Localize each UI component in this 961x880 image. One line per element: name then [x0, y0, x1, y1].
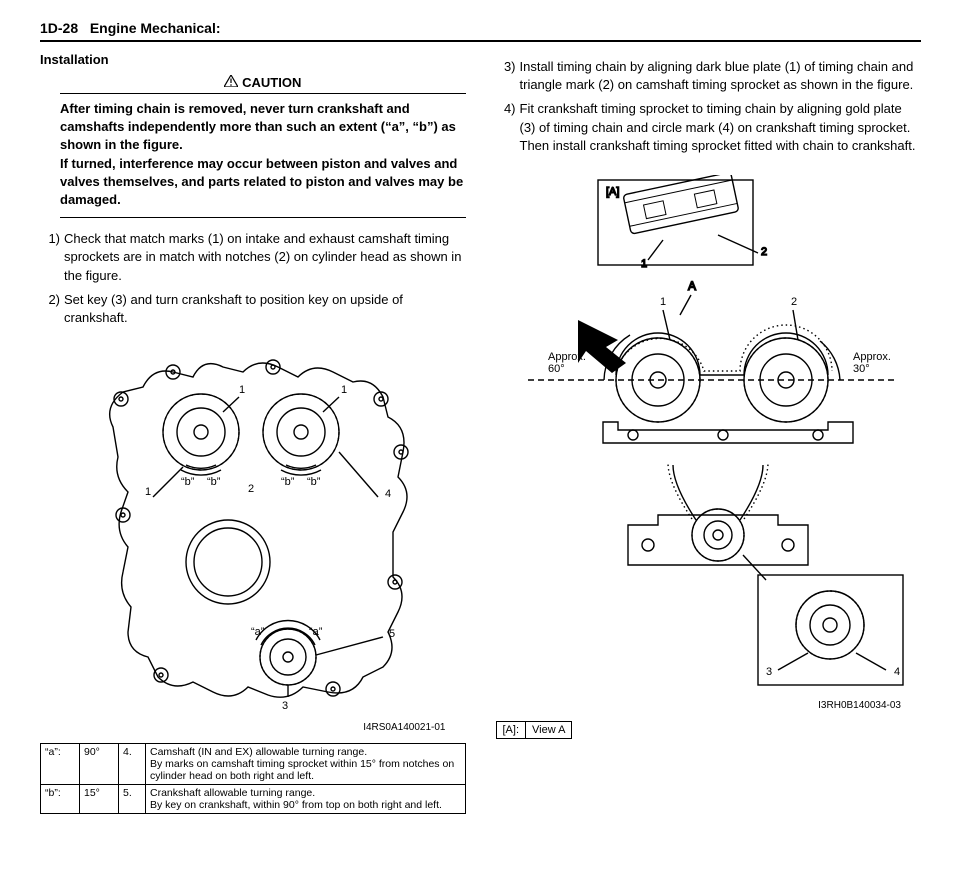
right-column: 3) Install timing chain by aligning dark…	[496, 52, 922, 814]
step-1: 1) Check that match marks (1) on intake …	[40, 230, 466, 285]
step-text: Set key (3) and turn crankshaft to posit…	[64, 291, 466, 327]
notes-table: “a”: 90° 4. Camshaft (IN and EX) allowab…	[40, 743, 466, 814]
svg-text:5: 5	[389, 628, 395, 640]
table-row: “b”: 15° 5. Crankshaft allowable turning…	[41, 785, 466, 814]
step-number: 3)	[496, 58, 520, 94]
svg-text:1: 1	[641, 258, 647, 270]
page-title: Engine Mechanical:	[90, 20, 221, 36]
figure-id: I3RH0B140034-03	[496, 700, 922, 711]
step-4: 4) Fit crankshaft timing sprocket to tim…	[496, 100, 922, 155]
svg-text:“a”: “a”	[251, 626, 265, 638]
svg-text:2: 2	[791, 296, 797, 308]
caution-label: CAUTION	[60, 75, 466, 94]
step-number: 2)	[40, 291, 64, 327]
step-3: 3) Install timing chain by aligning dark…	[496, 58, 922, 94]
step-text: Check that match marks (1) on intake and…	[64, 230, 466, 285]
figure-id: I4RS0A140021-01	[40, 722, 466, 733]
svg-text:2: 2	[248, 483, 254, 495]
warning-icon	[224, 75, 238, 90]
section-title: Installation	[40, 52, 466, 67]
legend-table: [A]: View A	[496, 721, 573, 739]
svg-text:[A]: [A]	[606, 186, 619, 198]
step-text: Install timing chain by aligning dark bl…	[520, 58, 922, 94]
page-header: 1D-28 Engine Mechanical:	[40, 20, 921, 42]
svg-text:3: 3	[766, 666, 772, 678]
table-row: [A]: View A	[496, 721, 572, 738]
svg-text:1: 1	[145, 486, 151, 498]
step-number: 4)	[496, 100, 520, 155]
svg-text:2: 2	[761, 246, 767, 258]
caution-text: After timing chain is removed, never tur…	[60, 98, 466, 218]
figure-engine-front: 1 1 1 2 3 4 5 “b” “b” “b” “b” “a” “a” I4…	[40, 337, 466, 733]
svg-text:1: 1	[341, 384, 347, 396]
svg-text:A: A	[688, 279, 696, 293]
left-column: Installation CAUTION After timing chain …	[40, 52, 466, 814]
page-number: 1D-28	[40, 20, 78, 36]
engine-diagram-svg: 1 1 1 2 3 4 5 “b” “b” “b” “b” “a” “a”	[73, 337, 433, 717]
svg-text:Approx.60°: Approx.60°	[548, 351, 586, 375]
svg-text:4: 4	[385, 488, 391, 500]
svg-text:“b”: “b”	[181, 476, 195, 488]
svg-text:3: 3	[282, 700, 288, 712]
timing-chain-svg: [A] 1 2	[508, 175, 908, 695]
step-2: 2) Set key (3) and turn crankshaft to po…	[40, 291, 466, 327]
caution-box: CAUTION After timing chain is removed, n…	[60, 75, 466, 218]
figure-timing-chain: [A] 1 2	[496, 175, 922, 711]
svg-text:Approx.30°: Approx.30°	[853, 351, 891, 375]
svg-text:“b”: “b”	[207, 476, 221, 488]
svg-text:“a”: “a”	[309, 626, 323, 638]
svg-text:“b”: “b”	[307, 476, 321, 488]
table-row: “a”: 90° 4. Camshaft (IN and EX) allowab…	[41, 744, 466, 785]
step-text: Fit crankshaft timing sprocket to timing…	[520, 100, 922, 155]
svg-text:“b”: “b”	[281, 476, 295, 488]
svg-text:4: 4	[894, 666, 900, 678]
svg-text:1: 1	[660, 296, 666, 308]
step-number: 1)	[40, 230, 64, 285]
svg-text:1: 1	[239, 384, 245, 396]
